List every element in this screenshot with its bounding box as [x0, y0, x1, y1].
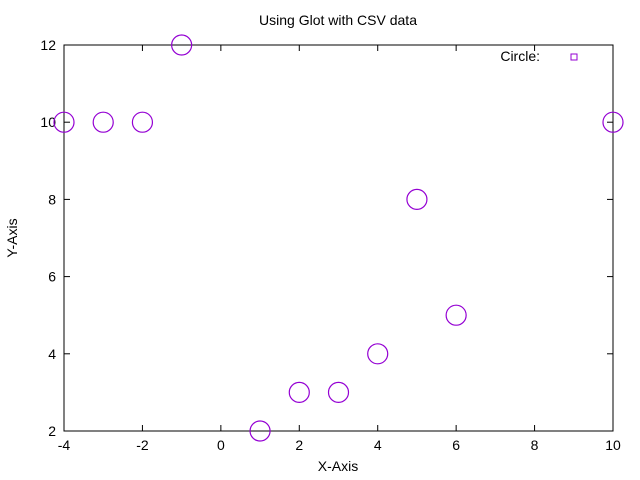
y-axis-label: Y-Axis: [4, 218, 20, 257]
data-point: [602, 111, 624, 133]
x-tick-label: 2: [295, 437, 303, 453]
x-tick-label: 4: [374, 437, 382, 453]
y-tick-label: 4: [48, 346, 56, 362]
x-axis-ticks: -4 -2 0 2 4 6 8 10: [58, 45, 621, 453]
data-point: [288, 381, 310, 403]
data-point: [131, 111, 154, 133]
data-point: [406, 188, 428, 210]
series-points: [53, 34, 624, 442]
x-tick-label: 8: [531, 437, 539, 453]
x-tick-label: 6: [452, 437, 460, 453]
x-tick-label: -4: [58, 437, 71, 453]
x-tick-label: -2: [136, 437, 149, 453]
y-axis-ticks: 2 4 6 8 10 12: [40, 37, 613, 439]
legend: Circle:: [500, 48, 578, 64]
data-point: [367, 343, 389, 365]
legend-label: Circle:: [500, 48, 540, 64]
chart-title: Using Glot with CSV data: [259, 12, 417, 28]
y-tick-label: 8: [48, 191, 56, 207]
legend-marker: [570, 53, 578, 61]
x-axis-label: X-Axis: [318, 458, 358, 474]
data-point: [327, 381, 350, 403]
y-tick-label: 2: [48, 423, 56, 439]
data-point: [92, 111, 114, 133]
data-point: [171, 34, 193, 56]
data-point: [53, 111, 75, 133]
y-tick-label: 6: [48, 269, 56, 285]
data-point: [445, 304, 467, 326]
plot-frame: [63, 44, 614, 432]
y-tick-label: 10: [40, 114, 56, 130]
x-tick-label: 0: [217, 437, 225, 453]
x-tick-label: 10: [605, 437, 621, 453]
y-tick-label: 12: [40, 37, 56, 53]
data-point: [249, 420, 271, 442]
